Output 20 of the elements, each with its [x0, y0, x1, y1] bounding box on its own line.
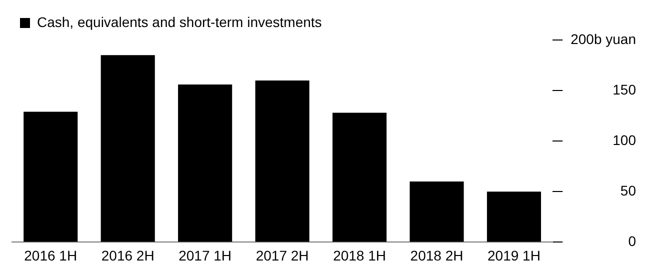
y-tick-label: 150 [612, 81, 636, 98]
x-tick-label: 2019 1H [488, 247, 540, 264]
x-tick-label: 2016 1H [24, 247, 78, 264]
y-tick-label: 50 [620, 182, 636, 199]
x-tick-label: 2017 1H [178, 247, 232, 264]
bar [24, 112, 78, 242]
x-tick-label: 2017 2H [256, 247, 309, 264]
bar [178, 84, 232, 242]
bar [332, 112, 387, 242]
bar [100, 55, 155, 242]
bar [486, 192, 542, 242]
x-tick-label: 2018 1H [333, 247, 386, 264]
bar [410, 182, 464, 242]
x-tick-label: 2016 2H [101, 247, 154, 264]
y-tick-label: 0 [628, 233, 636, 250]
x-tick-label: 2018 2H [410, 247, 464, 264]
legend-label: Cash, equivalents and short-term investments [37, 14, 322, 30]
bar [255, 80, 310, 242]
y-tick-label: 200b yuan [570, 30, 636, 47]
y-tick-label: 100 [612, 132, 636, 148]
